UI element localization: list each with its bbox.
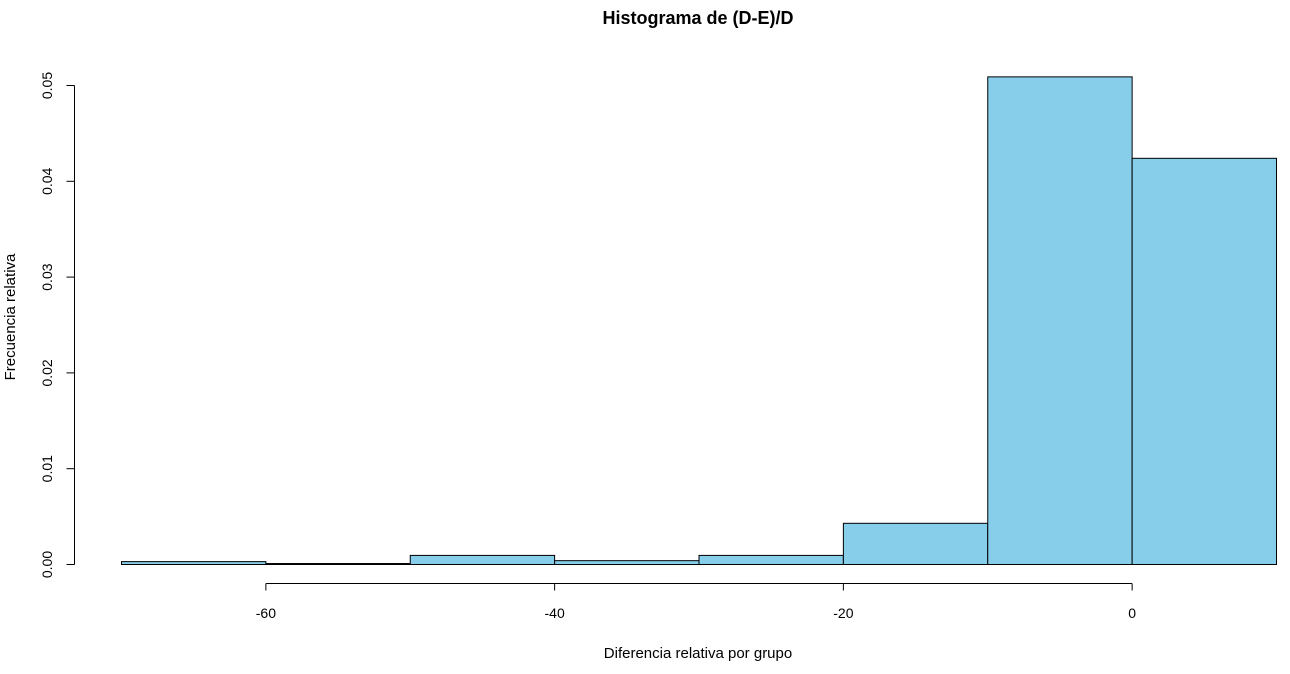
y-tick-label: 0.04 <box>39 167 55 194</box>
y-tick-label: 0.03 <box>39 263 55 290</box>
x-axis: -60 -40 -20 0 <box>256 583 1136 621</box>
x-tick-label: -20 <box>833 605 853 621</box>
histogram-bar <box>554 560 700 566</box>
y-tick-label: 0.01 <box>39 455 55 482</box>
y-tick-label: 0.02 <box>39 359 55 386</box>
y-tick-label: 0.00 <box>39 551 55 578</box>
y-axis: 0.00 0.01 0.02 0.03 0.04 0.05 <box>39 72 75 578</box>
histogram-bar <box>409 554 556 565</box>
histogram-bar <box>842 522 989 566</box>
y-axis-label: Frecuencia relativa <box>2 253 19 380</box>
y-tick-label: 0.05 <box>39 72 55 99</box>
histogram-bar <box>698 554 844 565</box>
histogram-bar <box>265 563 411 565</box>
x-axis-label: Diferencia relativa por grupo <box>604 645 792 662</box>
x-tick-label: -60 <box>256 605 276 621</box>
chart-title: Histograma de (D-E)/D <box>602 8 793 28</box>
histogram-bar <box>121 561 267 565</box>
x-tick-label: 0 <box>1128 605 1136 621</box>
histogram-bar <box>1131 157 1277 565</box>
bars-group <box>121 76 1277 566</box>
x-tick-label: -40 <box>545 605 565 621</box>
histogram-bar <box>987 76 1133 566</box>
